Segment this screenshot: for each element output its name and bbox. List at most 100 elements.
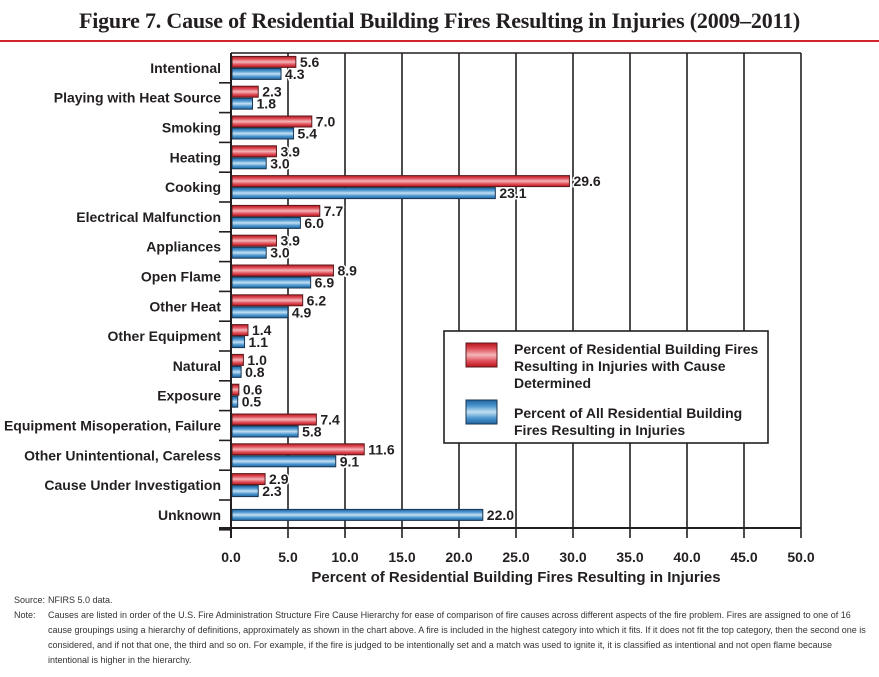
value-label: 1.0	[247, 352, 267, 368]
value-label: 8.9	[337, 263, 357, 279]
category-label: Intentional	[150, 60, 221, 76]
note-text: Causes are listed in order of the U.S. F…	[48, 610, 866, 665]
category-label: Appliances	[146, 239, 221, 255]
category-label: Exposure	[157, 388, 221, 404]
category-label: Equipment Misoperation, Failure	[4, 418, 221, 434]
x-tick-label: 25.0	[502, 549, 529, 565]
bar-all-fires	[231, 508, 484, 521]
x-tick-label: 0.0	[221, 549, 241, 565]
x-tick-label: 30.0	[559, 549, 586, 565]
bar-cause-determined	[231, 353, 244, 366]
value-label: 4.9	[292, 304, 312, 320]
legend-label: Fires Resulting in Injuries	[514, 422, 685, 438]
value-label: 6.2	[307, 292, 327, 308]
bar-cause-determined	[231, 383, 240, 396]
bar-all-fires	[231, 216, 301, 229]
bar-cause-determined	[231, 324, 249, 337]
value-label: 3.0	[270, 155, 290, 171]
legend-label: Percent of Residential Building Fires	[514, 341, 758, 357]
x-tick-label: 50.0	[787, 549, 814, 565]
value-label: 23.1	[499, 185, 526, 201]
legend: Percent of Residential Building FiresRes…	[443, 330, 769, 444]
bar-cause-determined	[231, 473, 266, 486]
bar-all-fires	[231, 127, 295, 140]
value-label: 7.4	[320, 412, 340, 428]
legend-label: Percent of All Residential Building	[514, 405, 742, 421]
bar-all-fires	[231, 187, 496, 200]
category-label: Heating	[170, 149, 221, 165]
legend-label: Determined	[514, 375, 591, 391]
legend-swatch-red	[465, 342, 498, 368]
bar-all-fires	[231, 67, 282, 80]
footnotes: Source: NFIRS 5.0 data. Note: Causes are…	[14, 593, 874, 668]
source-text: NFIRS 5.0 data.	[48, 595, 113, 605]
bar-chart: 5.64.32.31.87.05.43.93.029.623.17.76.03.…	[4, 52, 815, 586]
value-label: 3.0	[270, 245, 290, 261]
x-tick-label: 40.0	[673, 549, 700, 565]
x-tick-label: 35.0	[616, 549, 643, 565]
value-label: 1.4	[252, 322, 272, 338]
category-label: Other Heat	[149, 298, 221, 314]
value-label: 5.8	[302, 424, 322, 440]
category-labels: Intentional Playing with Heat Source Smoki…	[4, 60, 221, 523]
category-label: Natural	[173, 358, 221, 374]
legend-swatch-blue	[465, 399, 498, 425]
category-label: Smoking	[162, 120, 221, 136]
note-row: Note: Causes are listed in order of the …	[14, 608, 874, 668]
category-label: Unknown	[158, 507, 221, 523]
value-label: 3.9	[280, 143, 300, 159]
bar-all-fires	[231, 306, 289, 319]
title-rule	[0, 40, 879, 42]
bar-all-fires	[231, 246, 267, 259]
bar-all-fires	[231, 365, 242, 378]
legend-box	[443, 330, 769, 444]
value-label: 29.6	[573, 173, 600, 189]
value-label: 5.6	[300, 54, 320, 70]
category-label: Other Equipment	[107, 328, 221, 344]
bars	[231, 55, 570, 521]
value-label: 5.4	[298, 126, 318, 142]
source-row: Source: NFIRS 5.0 data.	[14, 593, 874, 608]
bar-all-fires	[231, 276, 312, 289]
bar-all-fires	[231, 336, 246, 349]
value-label: 2.9	[269, 471, 289, 487]
value-label: 4.3	[285, 66, 305, 82]
bar-all-fires	[231, 157, 267, 170]
value-label: 6.0	[304, 215, 324, 231]
x-tick-label: 45.0	[730, 549, 757, 565]
value-label: 1.1	[249, 334, 269, 350]
bar-all-fires	[231, 485, 259, 498]
value-label: 7.7	[324, 203, 344, 219]
value-labels: 5.64.32.31.87.05.43.93.029.623.17.76.03.…	[240, 52, 602, 524]
bar-all-fires	[231, 455, 337, 468]
value-label: 11.6	[368, 441, 395, 457]
category-label: Other Unintentional, Careless	[24, 447, 221, 463]
x-tick-label: 20.0	[445, 549, 472, 565]
bar-all-fires	[231, 395, 239, 408]
x-tick-label: 15.0	[388, 549, 415, 565]
x-tick-label: 5.0	[278, 549, 298, 565]
x-axis-title: Percent of Residential Building Fires Re…	[311, 569, 720, 586]
chart-title: Figure 7. Cause of Residential Building …	[78, 8, 801, 33]
value-label: 7.0	[316, 114, 336, 130]
value-label: 2.3	[262, 483, 282, 499]
category-label: Cause Under Investigation	[44, 477, 221, 493]
category-label: Electrical Malfunction	[76, 209, 221, 225]
category-label: Open Flame	[141, 269, 221, 285]
bar-cause-determined	[231, 85, 259, 98]
value-label: 2.3	[262, 84, 282, 100]
bar-all-fires	[231, 425, 299, 438]
value-label: 9.1	[340, 453, 360, 469]
category-label: Cooking	[165, 179, 221, 195]
x-tick-label: 10.0	[331, 549, 358, 565]
value-label: 0.5	[242, 394, 262, 410]
value-label: 22.0	[487, 507, 514, 523]
value-label: 0.6	[243, 382, 263, 398]
value-label: 0.8	[245, 364, 265, 380]
value-label: 6.9	[315, 275, 335, 291]
source-key: Source:	[14, 595, 46, 605]
x-axis: 0.0 5.0 10.0 15.0 20.0 25.0 30.0 35.0 40.0 45.0 50…	[219, 53, 815, 586]
value-label: 1.8	[257, 96, 277, 112]
value-label: 3.9	[280, 233, 300, 249]
bar-all-fires	[231, 97, 254, 110]
